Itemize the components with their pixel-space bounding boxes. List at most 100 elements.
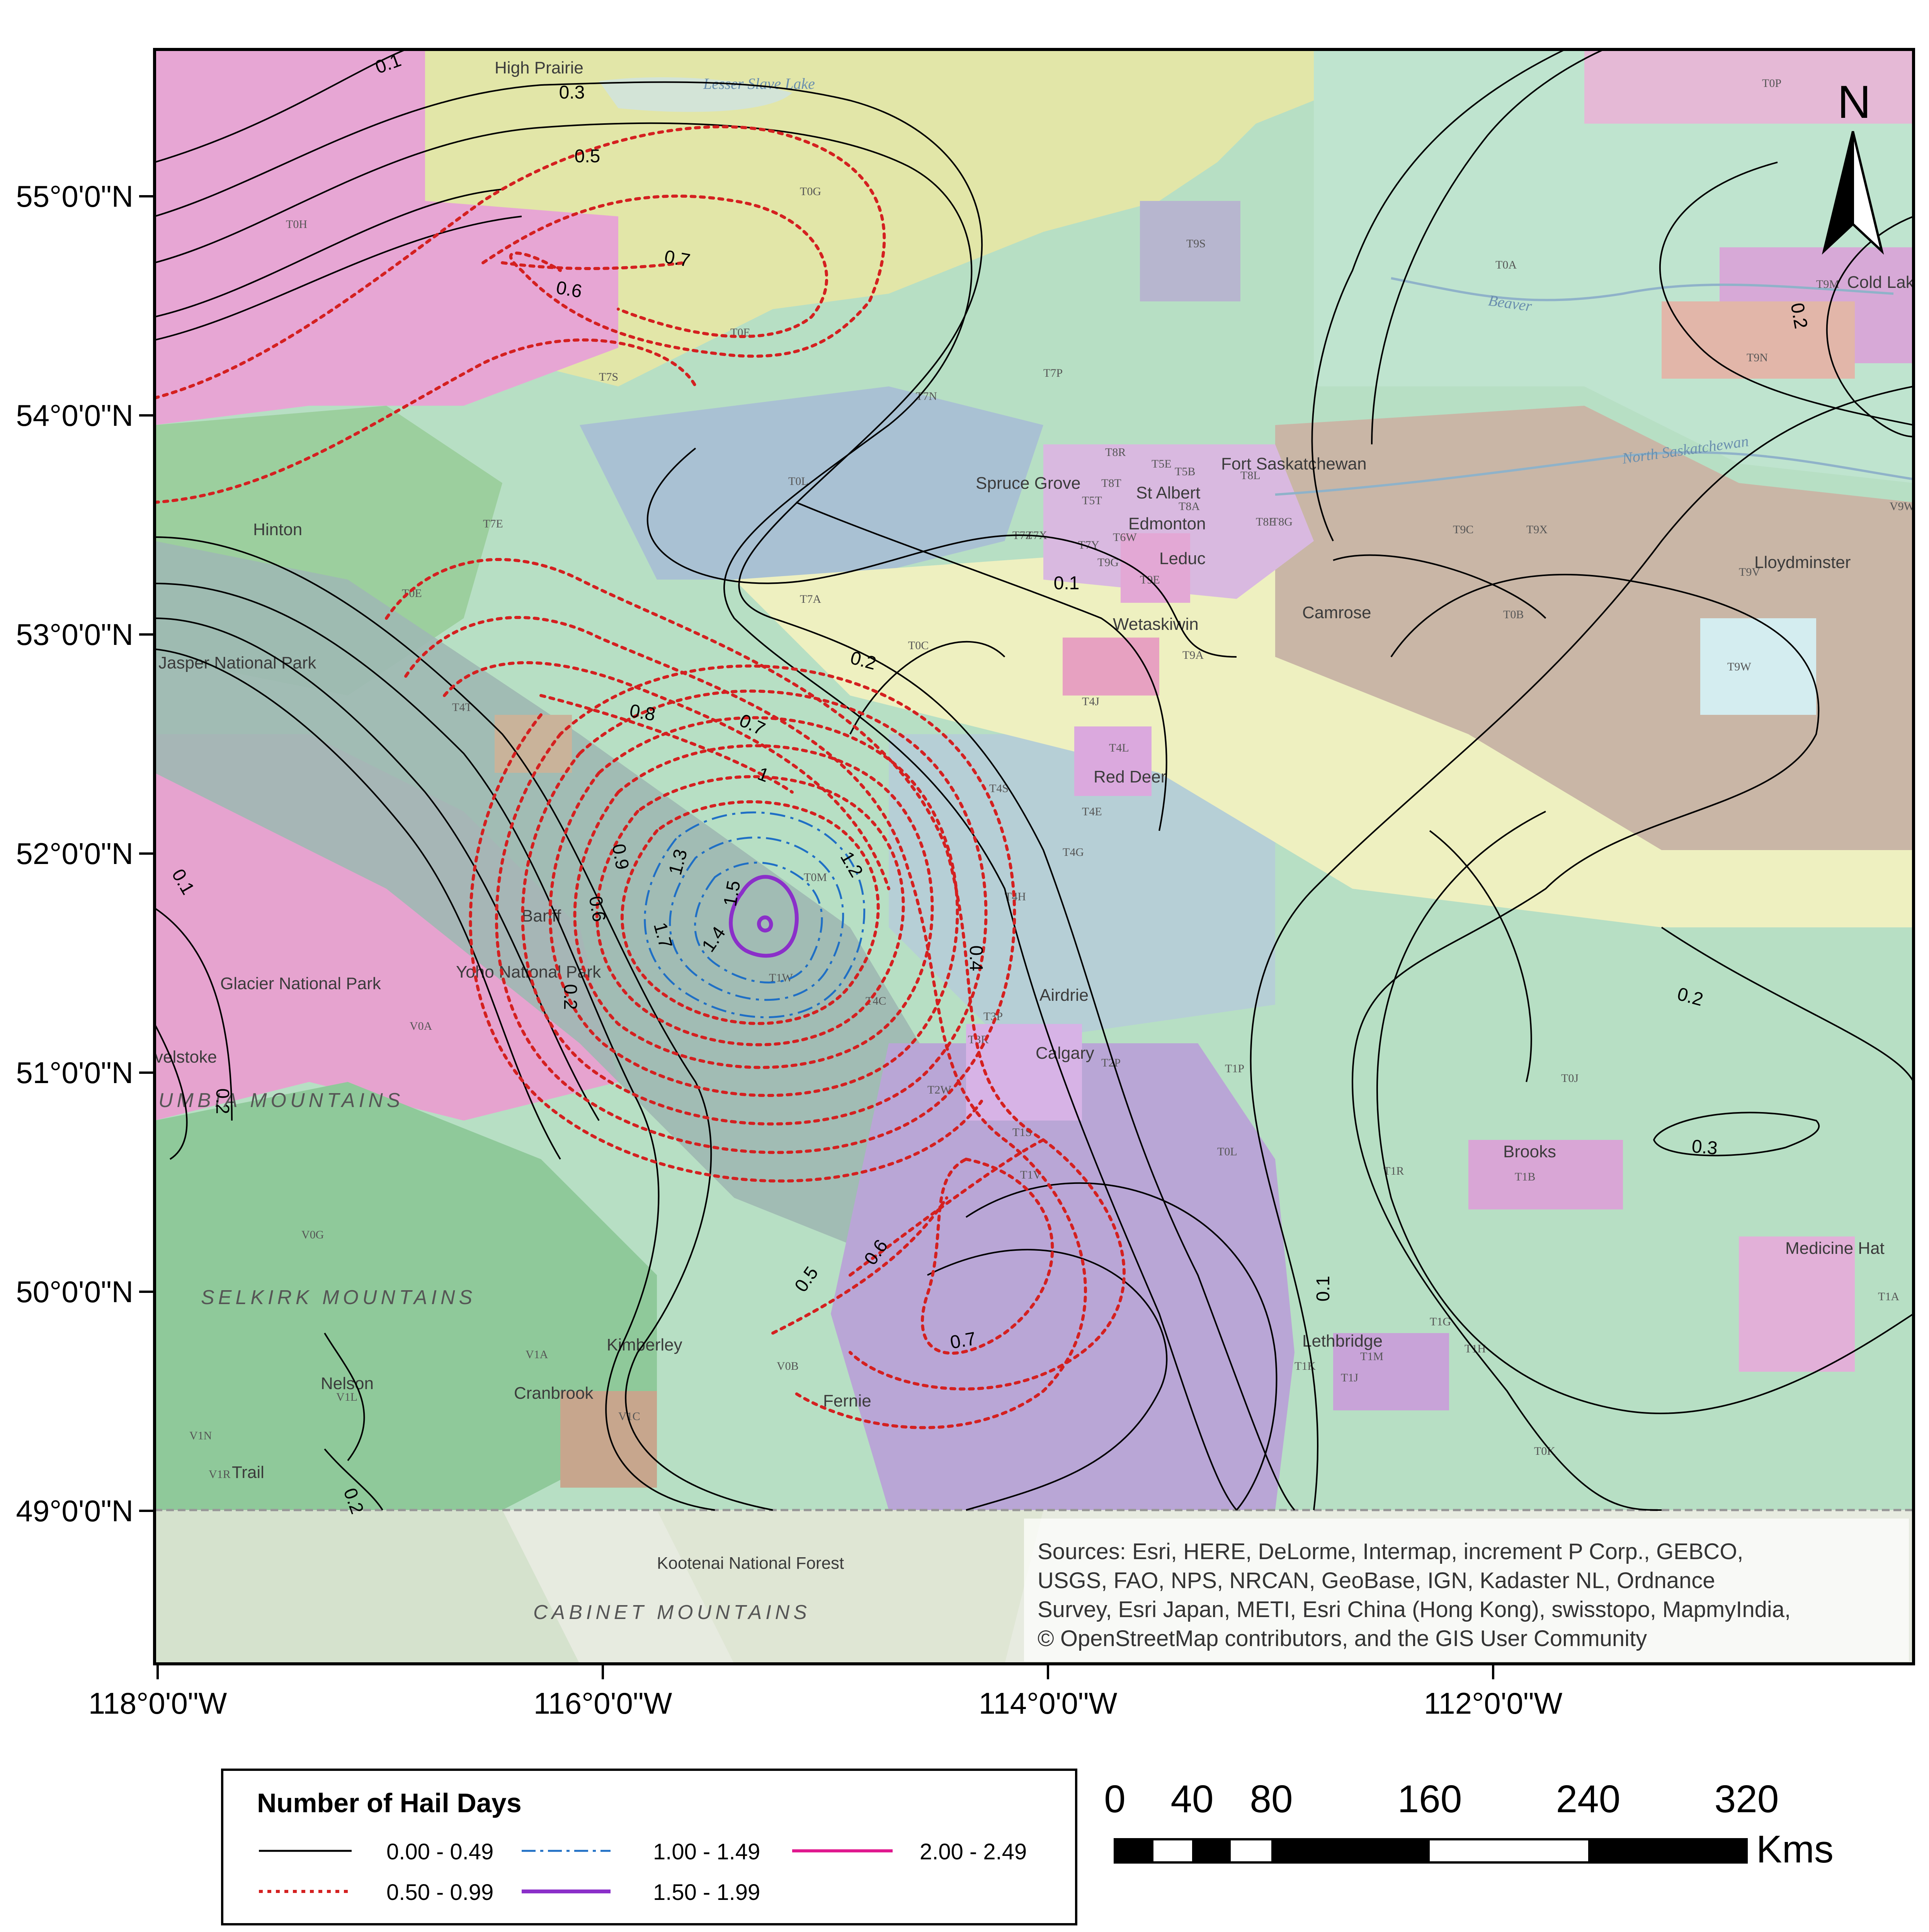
scale-label-320: 320	[1715, 1777, 1779, 1821]
place-cranbrook: Cranbrook	[514, 1384, 594, 1403]
place-edmonton: Edmonton	[1128, 514, 1206, 533]
legend-label-0: 0.00 - 0.49	[386, 1839, 493, 1864]
sources-line-3: Survey, Esri Japan, METI, Esri China (Ho…	[1038, 1597, 1791, 1622]
lon-label-116: 116°0'0"W	[534, 1686, 672, 1720]
sources-box: Sources: Esri, HERE, DeLorme, Intermap, …	[1024, 1519, 1909, 1662]
sources-line-1: Sources: Esri, HERE, DeLorme, Intermap, …	[1038, 1539, 1744, 1564]
postal-code-label: T8T	[1101, 477, 1121, 490]
place-high-prairie: High Prairie	[495, 58, 583, 77]
postal-code-label: T4E	[1082, 805, 1102, 818]
lat-label-51: 51°0'0"N	[16, 1056, 133, 1090]
postal-code-label: T9N	[1747, 351, 1768, 364]
postal-code-label: T8R	[1105, 446, 1126, 459]
postal-code-label: T5B	[1175, 465, 1195, 478]
place-fort-saskatchewan: Fort Saskatchewan	[1221, 454, 1367, 473]
postal-code-label: V9W	[1890, 500, 1915, 513]
place-nelson: Nelson	[321, 1374, 374, 1393]
contours-1.00-1.49	[644, 811, 866, 1019]
place-st-albert: St Albert	[1136, 483, 1200, 502]
contour-label: 0.2	[1786, 301, 1811, 330]
postal-code-label: T0J	[1561, 1072, 1579, 1085]
postal-code-label: T6W	[1113, 531, 1137, 544]
place-cold-lake: Cold Lake	[1847, 273, 1924, 292]
postal-code-label: V1R	[209, 1468, 231, 1481]
scale-label-40: 40	[1170, 1777, 1213, 1821]
lon-label-114: 114°0'0"W	[979, 1686, 1118, 1720]
legend-title: Number of Hail Days	[257, 1788, 522, 1818]
postal-code-label: V0G	[301, 1228, 324, 1241]
contour-label: 0.2	[212, 1088, 233, 1114]
contour-label: 0.1	[1313, 1276, 1334, 1302]
postal-code-label: T2W	[927, 1083, 951, 1096]
scale-bar: 0 40 80 160 240 320 Kms	[1104, 1777, 1834, 1871]
place-medicine-hat: Medicine Hat	[1785, 1239, 1885, 1258]
postal-code-label: T4T	[452, 701, 472, 714]
contour-label: 0.5	[575, 146, 600, 167]
lat-label-49: 49°0'0"N	[16, 1494, 133, 1528]
sources-line-4: © OpenStreetMap contributors, and the GI…	[1038, 1626, 1647, 1651]
lat-label-52: 52°0'0"N	[16, 837, 133, 871]
postal-code-label: T7P	[1043, 367, 1063, 379]
postal-code-label: T0L	[788, 475, 808, 488]
postal-code-label: T5T	[1082, 494, 1102, 507]
place-hinton: Hinton	[253, 520, 302, 539]
postal-code-label: T1S	[1012, 1126, 1032, 1139]
postal-code-label: T9W	[1727, 660, 1751, 673]
legend-label-3: 0.50 - 0.99	[386, 1880, 493, 1905]
postal-code-label: T1G	[1430, 1315, 1451, 1328]
scale-label-80: 80	[1250, 1777, 1293, 1821]
postal-code-label: V0A	[410, 1020, 432, 1032]
postal-code-label: T8G	[1271, 515, 1293, 528]
contours-0.00-0.49	[155, 49, 1914, 1511]
postal-code-label: V1N	[189, 1429, 212, 1442]
lon-label-112: 112°0'0"W	[1424, 1686, 1563, 1720]
postal-code-label: T1J	[1341, 1371, 1358, 1384]
postal-code-label: T0A	[1495, 259, 1517, 271]
contour-label: 0.1	[1054, 573, 1080, 594]
postal-code-label: T2P	[1101, 1056, 1121, 1069]
lon-label-118: 118°0'0"W	[88, 1686, 227, 1720]
contour-label: 0.4	[966, 946, 986, 971]
scale-label-0: 0	[1104, 1777, 1126, 1821]
postal-code-label: T9S	[1186, 237, 1206, 250]
latitude-axis: 55°0'0"N 54°0'0"N 53°0'0"N 52°0'0"N 51°0…	[16, 179, 155, 1528]
postal-code-label: T7A	[800, 593, 821, 605]
place-lloydminster: Lloydminster	[1754, 553, 1851, 572]
lat-label-54: 54°0'0"N	[16, 398, 133, 432]
contour-label: 0.3	[1691, 1136, 1718, 1159]
place-lethbridge: Lethbridge	[1302, 1332, 1383, 1350]
contour-label: 0.7	[663, 247, 692, 271]
postal-code-label: T8A	[1179, 500, 1200, 513]
contour-label: 0.2	[1786, 301, 1811, 330]
contours-0.50-0.99	[155, 125, 1126, 1429]
postal-code-label: T1M	[1360, 1350, 1383, 1363]
north-arrow: N	[1822, 76, 1884, 255]
postal-code-label: T0C	[908, 639, 929, 652]
postal-code-label: T9V	[1739, 566, 1760, 578]
contour-label: 1.5	[720, 879, 745, 908]
place-banff: Banff	[522, 906, 561, 925]
postal-code-label: T5E	[1152, 457, 1172, 470]
contour-label: 0.2	[560, 984, 580, 1010]
postal-code-label: V1A	[526, 1348, 548, 1361]
postal-code-label: T4L	[1109, 742, 1129, 754]
longitude-axis: 118°0'0"W 116°0'0"W 114°0'0"W 112°0'0"W	[88, 1664, 1563, 1720]
postal-code-label: T4J	[1082, 695, 1099, 708]
place-wetaskiwin: Wetaskiwin	[1113, 615, 1199, 634]
contour-label: 0.7	[949, 1328, 978, 1353]
postal-code-label: T9X	[1526, 523, 1548, 536]
postal-code-label: T0B	[1503, 608, 1524, 621]
postal-code-label: T8L	[1240, 469, 1260, 482]
legend-label-4: 1.50 - 1.99	[653, 1880, 760, 1905]
scale-unit: Kms	[1756, 1828, 1834, 1871]
place-revelstoke: velstoke	[155, 1048, 217, 1066]
place-trail: Trail	[232, 1463, 264, 1482]
basemap: High Prairie Lesser Slave Lake Hinton Ja…	[155, 49, 1924, 1664]
place-columbia: UMBIA MOUNTAINS	[158, 1089, 404, 1112]
lat-label-53: 53°0'0"N	[16, 617, 133, 651]
postal-code-label: T1B	[1515, 1170, 1535, 1183]
postal-code-label: T1R	[1383, 1165, 1404, 1177]
hail-contours	[155, 49, 1914, 1511]
legend: Number of Hail Days 0.00 - 0.49 1.00 - 1…	[221, 1769, 1077, 1925]
place-glacier: Glacier National Park	[220, 974, 381, 993]
